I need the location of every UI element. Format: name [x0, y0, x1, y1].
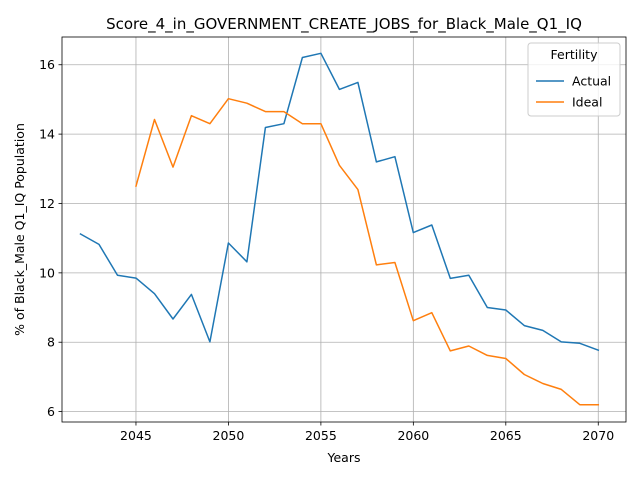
- x-axis-label: Years: [327, 450, 361, 465]
- x-tick-label: 2050: [213, 428, 245, 443]
- series-line-ideal: [135, 97, 600, 406]
- plot-area-frame: [61, 36, 627, 423]
- x-tick-label: 2060: [397, 428, 429, 443]
- legend-label-ideal: Ideal: [572, 95, 602, 110]
- x-tick-label: 2045: [120, 428, 152, 443]
- series-lines: [79, 52, 600, 406]
- y-axis-label: % of Black_Male Q1_IQ Population: [12, 123, 27, 336]
- x-tick-label: 2065: [490, 428, 522, 443]
- y-tick-label: 10: [39, 265, 55, 280]
- y-tick-label: 14: [39, 127, 55, 142]
- y-tick-label: 8: [47, 335, 55, 350]
- y-tick-label: 12: [39, 196, 55, 211]
- y-tick-label: 16: [39, 57, 55, 72]
- legend: Fertility Actual Ideal: [527, 42, 621, 117]
- y-tick-label: 6: [47, 404, 55, 419]
- series-line-actual: [79, 52, 600, 352]
- x-tick-label: 2055: [305, 428, 337, 443]
- chart-title: Score_4_in_GOVERNMENT_CREATE_JOBS_for_Bl…: [106, 15, 582, 34]
- x-tick-label: 2070: [582, 428, 614, 443]
- legend-title: Fertility: [551, 47, 599, 62]
- axis-ticks: 2045 2050 2055 2060 2065 2070 6 8 10 12 14 16: [39, 57, 614, 443]
- legend-label-actual: Actual: [572, 74, 611, 89]
- legend-box: [527, 42, 621, 117]
